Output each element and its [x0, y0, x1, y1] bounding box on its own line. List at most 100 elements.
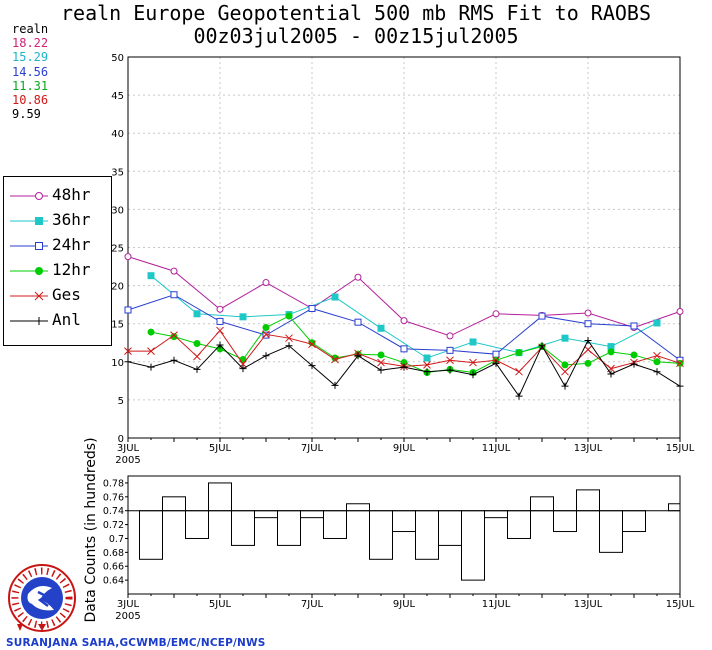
marker-filled-circle: [262, 324, 270, 332]
marker-open-circle: [446, 332, 454, 340]
y-tick-label: 25: [111, 244, 124, 255]
marker-x: [34, 291, 44, 301]
marker-open-square: [216, 317, 224, 325]
marker-plus: [124, 358, 132, 366]
marker-open-square: [35, 242, 43, 250]
stats-panel: realn 18.22 15.29 14.56 11.31 10.86 9.59: [12, 22, 48, 121]
marker-x: [469, 358, 477, 367]
count-bar: [300, 510, 324, 519]
marker-x: [285, 334, 293, 343]
marker-filled-circle: [630, 351, 638, 359]
series-48hr: [124, 253, 684, 340]
count-bar: [369, 510, 393, 560]
legend-item-anl: Anl: [4, 308, 111, 332]
marker-filled-circle: [584, 359, 592, 367]
y-tick-label: 45: [111, 91, 124, 102]
legend-swatch-open-square-icon: [10, 242, 48, 250]
marker-filled-square: [423, 354, 431, 362]
x-tick-label: 13JUL: [574, 443, 603, 454]
x-tick-label: 5JUL: [209, 599, 232, 610]
marker-open-square: [630, 322, 638, 330]
count-bar: [277, 510, 301, 546]
marker-x: [147, 347, 155, 355]
marker-plus: [469, 371, 477, 379]
marker-open-circle: [170, 267, 178, 275]
marker-filled-circle: [147, 328, 155, 336]
count-bar: [185, 510, 209, 539]
legend-label: Ges: [52, 285, 81, 304]
x-tick-label: 15JUL: [666, 599, 695, 610]
stats-value: 10.86: [12, 93, 49, 108]
x-tick-label: 3JUL: [117, 599, 140, 610]
y-tick-label: 0.78: [103, 478, 124, 489]
marker-plus: [584, 336, 592, 344]
legend-label: 36hr: [52, 210, 91, 229]
marker-x: [676, 359, 684, 368]
marker-x: [308, 340, 316, 349]
marker-filled-square: [331, 293, 339, 301]
count-bar: [484, 510, 508, 519]
y-tick-label: 20: [111, 282, 124, 293]
marker-plus: [193, 365, 201, 373]
marker-open-square: [308, 304, 316, 312]
legend-item-36hr: 36hr: [4, 208, 111, 232]
marker-filled-square: [653, 319, 661, 327]
marker-open-circle: [400, 317, 408, 325]
marker-open-circle: [492, 310, 500, 318]
count-bar: [231, 510, 255, 546]
marker-filled-circle: [653, 358, 661, 366]
x-tick-label: 7JUL: [301, 599, 324, 610]
y-tick-label: 0.68: [103, 548, 124, 559]
bar-chart-steps: [128, 482, 681, 581]
count-bar: [576, 489, 600, 512]
marker-x: [193, 352, 201, 361]
count-bar: [139, 510, 163, 560]
count-bar: [530, 496, 554, 512]
x-tick-label: 3JUL: [117, 443, 140, 454]
marker-filled-square: [469, 338, 477, 346]
marker-plus: [515, 392, 523, 400]
marker-open-square: [492, 350, 500, 358]
y-tick-label: 0.64: [103, 576, 124, 587]
marker-open-circle: [676, 308, 684, 316]
x-tick-label: 9JUL: [393, 443, 416, 454]
marker-filled-circle: [285, 312, 293, 320]
marker-x: [377, 358, 385, 367]
y-tick-label: 30: [111, 205, 124, 216]
count-bar: [254, 510, 278, 519]
marker-plus: [630, 360, 638, 368]
marker-x: [170, 331, 178, 339]
marker-open-circle: [35, 192, 43, 200]
marker-x: [124, 347, 132, 355]
marker-filled-square: [147, 272, 155, 280]
marker-x: [446, 356, 454, 365]
count-bar: [507, 510, 531, 539]
marker-filled-circle: [377, 351, 385, 359]
marker-plus: [216, 341, 224, 349]
marker-filled-square: [377, 324, 385, 332]
legend-swatch-filled-square-icon: [10, 217, 48, 225]
y-tick-label: 50: [111, 53, 124, 64]
stats-value: 9.59: [12, 107, 41, 122]
stats-value: 11.31: [12, 78, 49, 93]
count-bar: [553, 510, 577, 533]
y-tick-label: 0.7: [109, 534, 124, 545]
credit-text: SURANJANA SAHA,GCWMB/EMC/NCEP/NWS: [6, 637, 266, 649]
count-bar: [208, 482, 232, 512]
count-bar: [461, 510, 485, 581]
x-tick-sublabel: 2005: [115, 455, 140, 466]
marker-open-square: [354, 318, 362, 326]
bar-chart-frame: [127, 475, 681, 595]
marker-plus: [170, 356, 178, 364]
stats-value: 18.22: [12, 36, 49, 51]
marker-filled-circle: [35, 267, 43, 275]
count-bar: [438, 510, 462, 546]
marker-filled-square: [35, 217, 43, 225]
marker-plus: [446, 366, 454, 374]
count-bar: [323, 510, 347, 539]
marker-filled-circle: [193, 340, 201, 348]
stats-label: realn: [12, 22, 49, 36]
y-tick-label: 0.74: [103, 506, 124, 517]
